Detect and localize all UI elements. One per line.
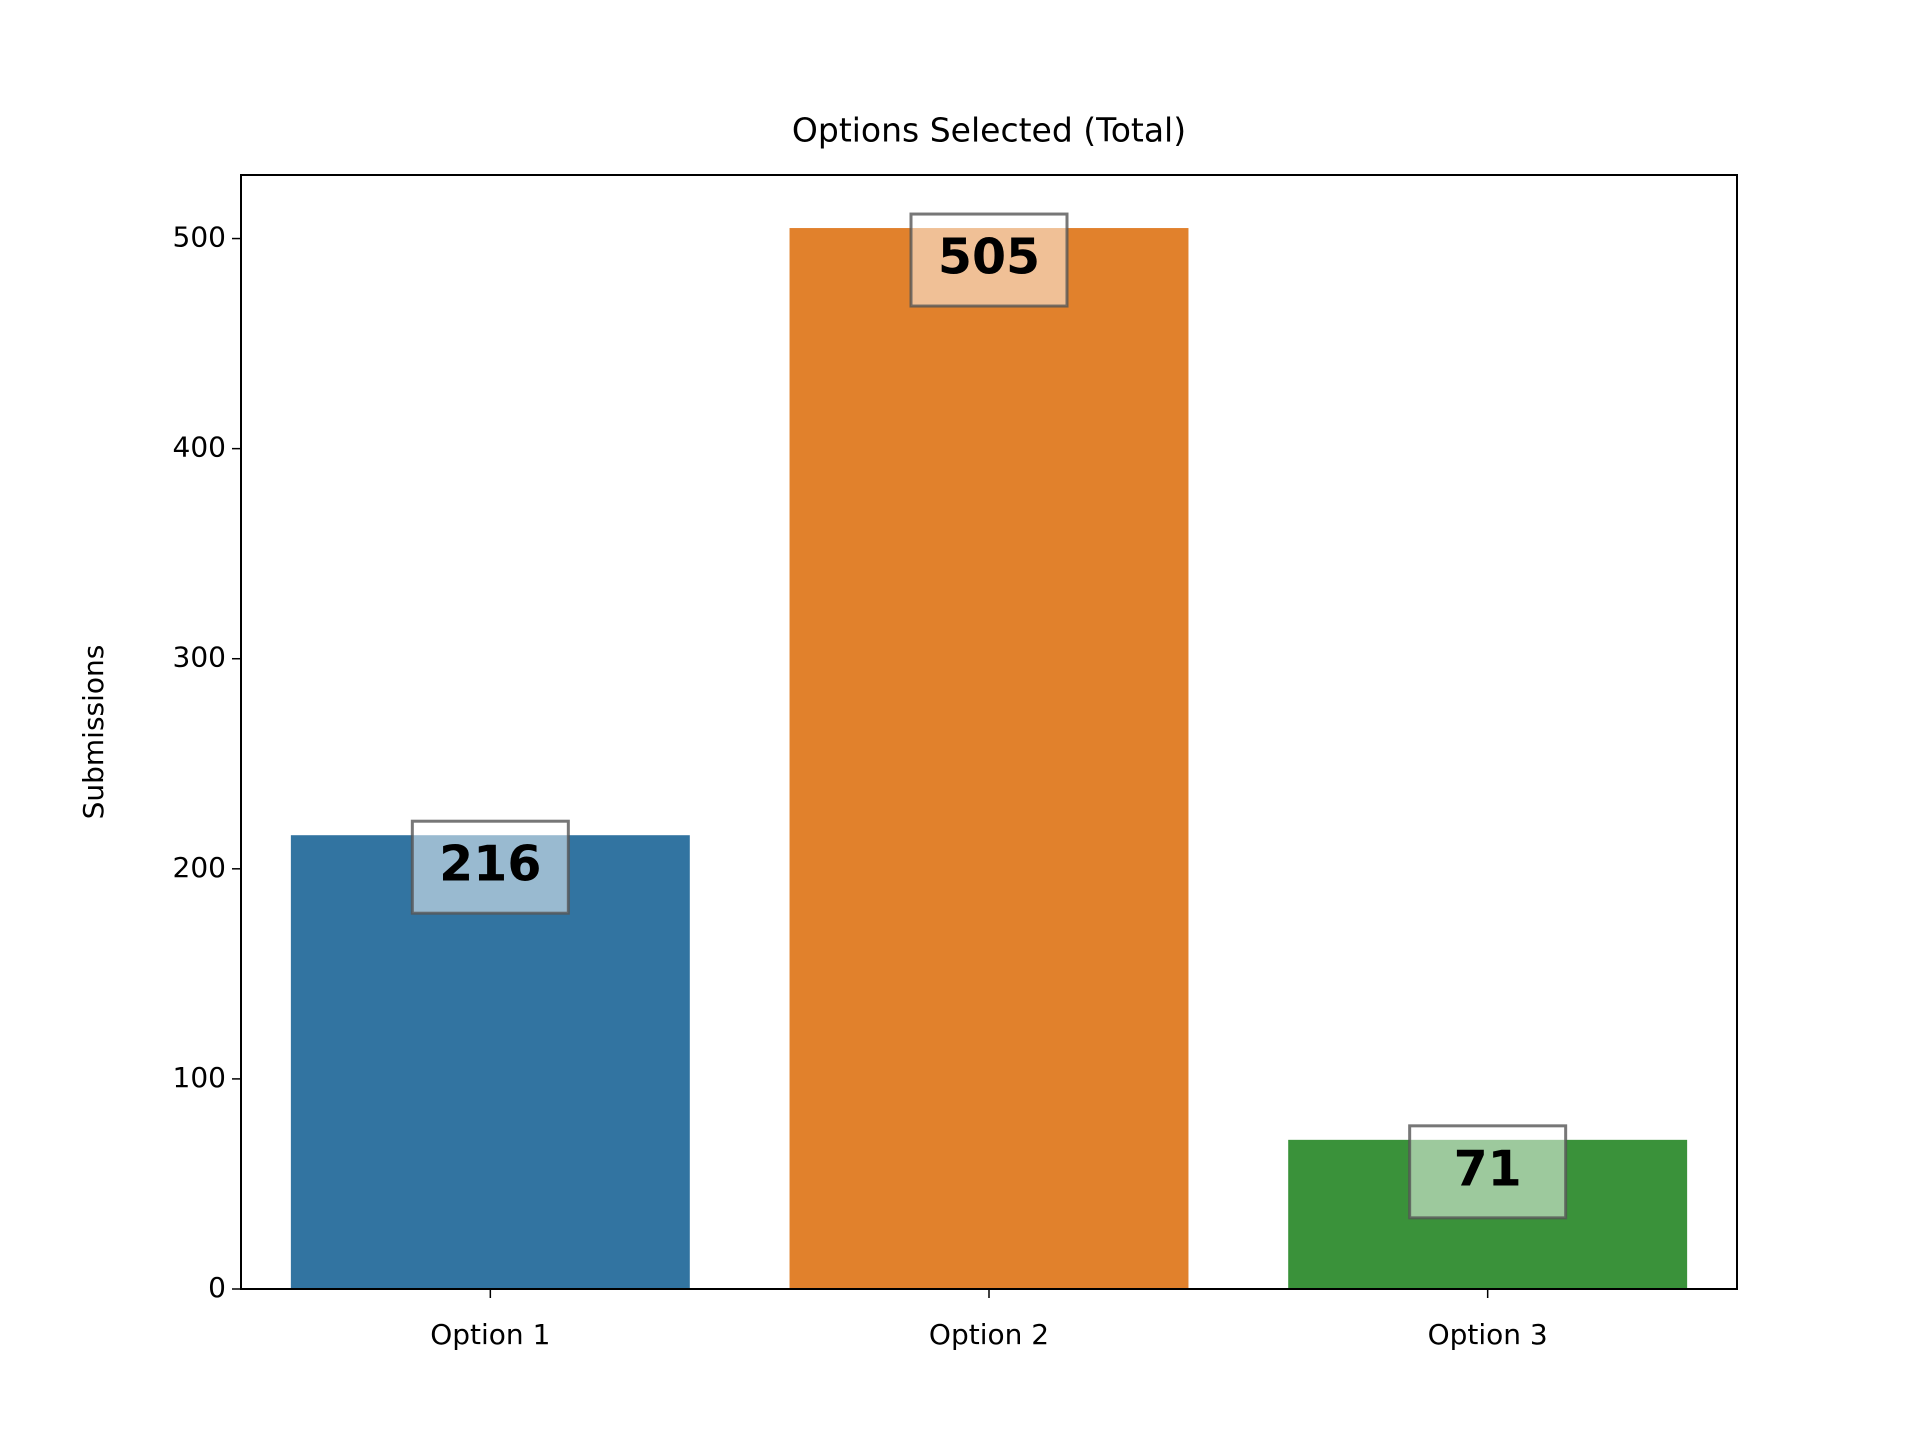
x-tick-label: Option 2 [929,1318,1049,1351]
label-box [1408,1124,1568,1220]
y-tick-label: 0 [208,1271,226,1304]
y-tick-label: 200 [173,851,226,884]
y-tick-label: 100 [173,1061,226,1094]
data-label: 71 [1454,1140,1522,1197]
x-tick-label: Option 1 [430,1318,550,1351]
y-tick-label: 500 [173,221,226,254]
y-tick-label: 400 [173,431,226,464]
plot-frame [240,174,1738,1290]
label-box [410,819,570,915]
y-tick-label: 300 [173,641,226,674]
chart-title: Options Selected (Total) [792,111,1186,150]
label-box [909,212,1069,308]
data-label: 505 [938,229,1040,286]
x-tick-label: Option 3 [1428,1318,1548,1351]
bar [789,228,1189,1290]
data-label: 216 [439,836,541,893]
y-axis-label: Submissions [77,645,110,820]
